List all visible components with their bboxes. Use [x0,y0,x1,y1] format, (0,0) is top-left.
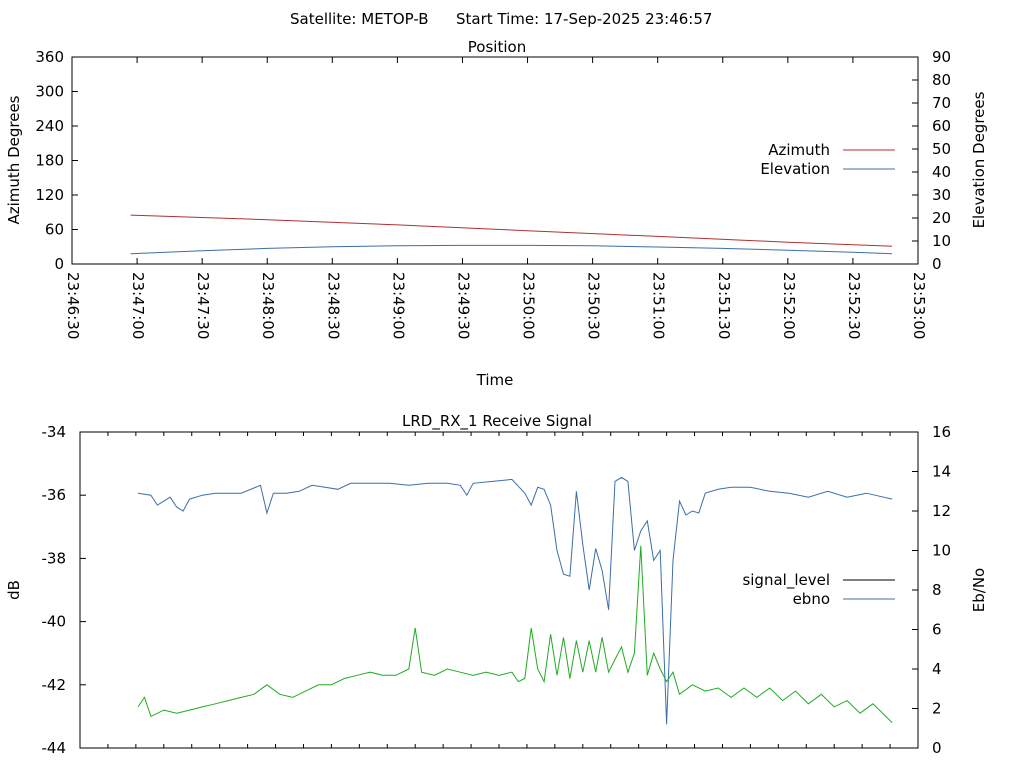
time-tick-label: 23:48:00 [259,272,277,339]
position-legend-label: Azimuth [768,141,830,159]
elevation-tick-label: 0 [932,255,942,273]
azimuth-tick-label: 180 [35,152,64,170]
ebno-tick-label: 4 [932,660,942,678]
signal-series [137,476,893,725]
db-tick-label: -44 [42,739,67,757]
position-series-0-line [130,214,893,247]
position-axes [71,56,919,265]
ebno-tick-label: 0 [932,739,942,757]
db-tick-label: -38 [42,549,67,567]
db-tick-label: -42 [42,676,67,694]
elevation-tick-label: 80 [932,71,951,89]
position-legend-label: Elevation [760,160,830,178]
db-tick-label: -40 [42,613,67,631]
ebno-tick-label: 8 [932,581,942,599]
position-tick-labels: 0 60 120 180 240 300 360 0 10 20 30 40 50 60 70 80 90 23:… [35,48,951,339]
time-tick-label: 23:50:00 [520,272,538,339]
ebno-tick-label: 16 [932,423,951,441]
ebno-tick-label: 14 [932,463,951,481]
time-tick-label: 23:52:00 [780,272,798,339]
time-tick-label: 23:47:30 [194,272,212,339]
time-tick-label: 23:48:30 [324,272,342,339]
azimuth-tick-label: 0 [54,255,64,273]
elevation-tick-label: 90 [932,48,951,66]
time-tick-label: 23:49:30 [454,272,472,339]
time-tick-label: 23:49:00 [389,272,407,339]
elevation-axis-label: Elevation Degrees [970,91,988,228]
time-tick-label: 23:51:00 [650,272,668,339]
signal-series-1-line [137,476,893,725]
db-tick-label: -36 [42,486,67,504]
position-series [130,214,893,255]
ebno-tick-label: 2 [932,700,942,718]
start-time: Start Time: 17-Sep-2025 23:46:57 [456,10,712,28]
time-tick-label: 23:47:00 [129,272,147,339]
elevation-tick-label: 10 [932,232,951,250]
azimuth-tick-label: 120 [35,186,64,204]
ebno-tick-label: 10 [932,542,951,560]
elevation-tick-label: 50 [932,140,951,158]
signal-legend-label: ebno [793,590,830,608]
elevation-tick-label: 70 [932,94,951,112]
azimuth-axis-label: Azimuth Degrees [5,95,23,224]
azimuth-tick-label: 240 [35,117,64,135]
ebno-axis-label: Eb/No [970,568,988,612]
db-axis-label: dB [5,580,23,600]
ebno-tick-label: 12 [932,502,951,520]
time-tick-label: 23:52:30 [845,272,863,339]
azimuth-tick-label: 360 [35,48,64,66]
signal-legend-label: signal_level [742,571,830,590]
signal-axes [79,431,919,749]
signal-series-2-line [137,545,893,724]
elevation-tick-label: 40 [932,163,951,181]
time-tick-label: 23:51:30 [715,272,733,339]
ebno-tick-label: 6 [932,621,942,639]
time-tick-label: 23:50:30 [585,272,603,339]
position-chart-title: Position [468,38,526,56]
db-tick-label: -34 [42,423,67,441]
azimuth-tick-label: 60 [45,221,64,239]
elevation-tick-label: 20 [932,209,951,227]
azimuth-tick-label: 300 [35,83,64,101]
position-series-1-line [130,244,893,255]
signal-tick-labels: -34 -36 -38 -40 -42 -44 0 2 4 6 8 10 12 14 16 [42,423,952,757]
signal-chart-title: LRD_RX_1 Receive Signal [402,412,592,431]
elevation-tick-label: 60 [932,117,951,135]
time-tick-label: 23:46:30 [64,272,82,339]
time-axis-label: Time [476,371,514,389]
satellite-name: Satellite: METOP-B [290,10,429,28]
time-tick-label: 23:53:00 [910,272,928,339]
elevation-tick-label: 30 [932,186,951,204]
